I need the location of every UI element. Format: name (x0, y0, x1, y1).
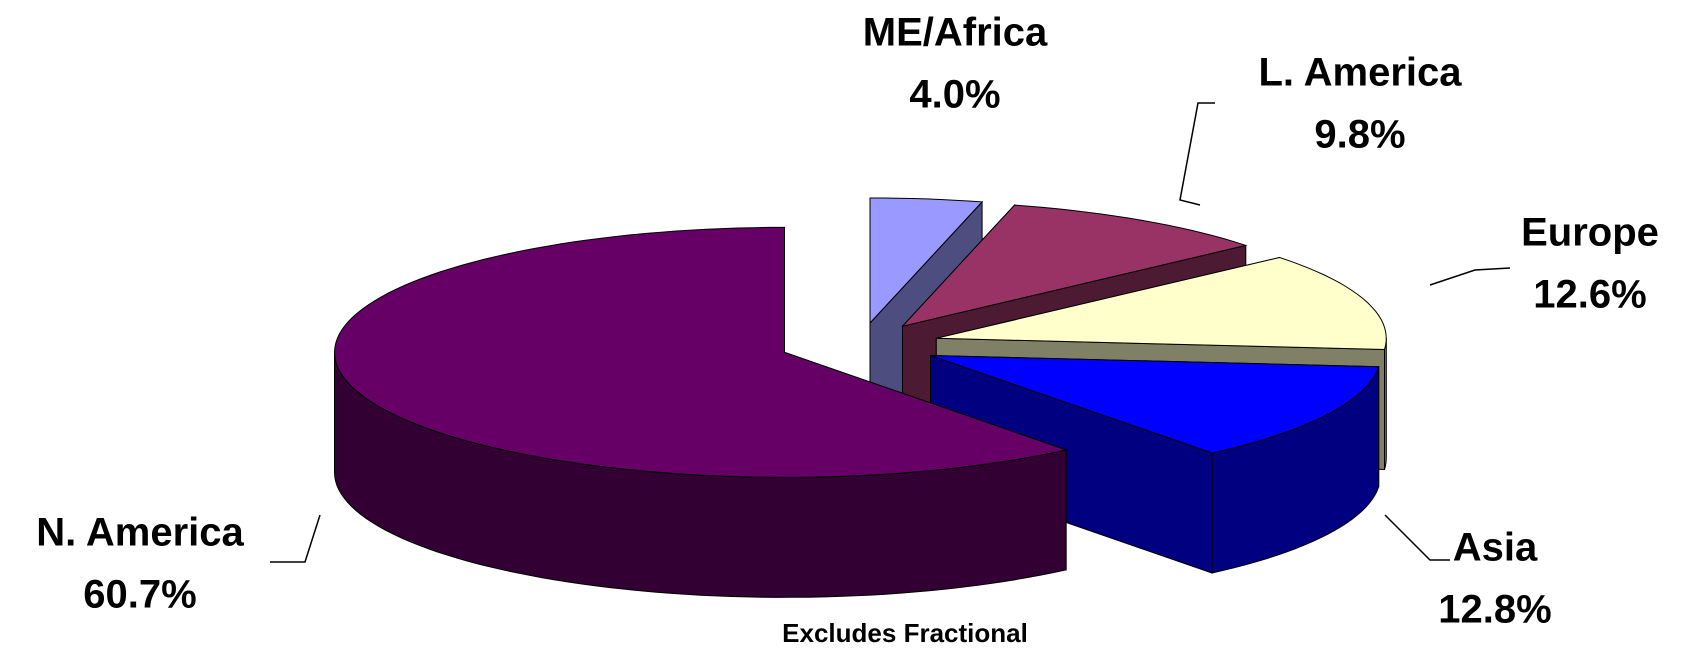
slice-label: N. America (36, 511, 244, 555)
value-label: 4.0% (909, 73, 1000, 117)
slice-label: Europe (1521, 211, 1659, 255)
slice-label: ME/Africa (863, 11, 1048, 55)
note: Excludes Fractional (782, 618, 1028, 648)
slice-label: Asia (1453, 526, 1538, 570)
leader-line (1179, 102, 1215, 206)
leader-line (1384, 514, 1450, 561)
slice (869, 197, 984, 325)
value-label: 9.8% (1314, 113, 1405, 157)
slice (936, 256, 1387, 351)
value-label: 12.6% (1533, 273, 1646, 317)
slice-label: L. America (1258, 51, 1462, 95)
value-label: 60.7% (83, 573, 196, 617)
slice-side (1384, 338, 1387, 470)
slice (333, 226, 1068, 478)
leader-line (1429, 267, 1511, 286)
slice (901, 204, 1248, 328)
leader-line (270, 514, 321, 563)
value-label: 12.8% (1438, 588, 1551, 632)
slice (930, 355, 1380, 454)
